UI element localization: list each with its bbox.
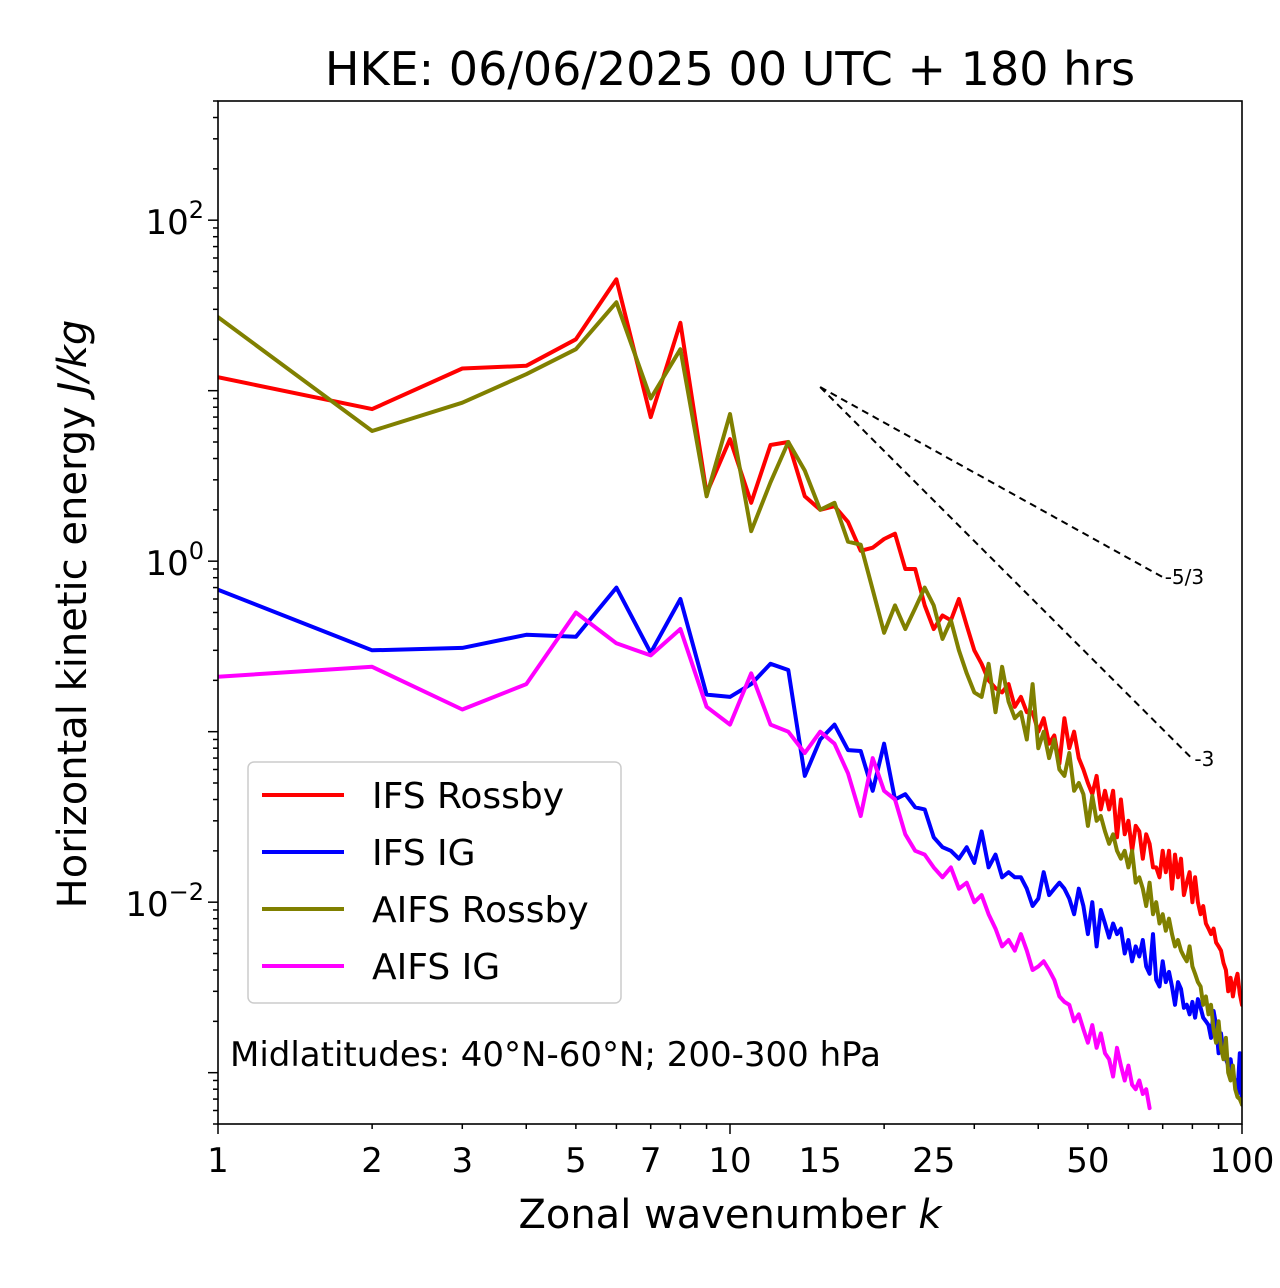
- x-axis-ticks: 1 2 3 5 7 10 15 25 50 100: [207, 1124, 1274, 1181]
- x-tick-label: 5: [565, 1141, 587, 1181]
- y-tick-label: 10−2: [125, 878, 204, 925]
- series-line-ifs-ig: [218, 585, 1242, 1107]
- reference-line-minus-5-3: [819, 386, 1164, 579]
- x-axis-label-symbol: k: [918, 1192, 943, 1238]
- legend-label: IFS IG: [372, 833, 476, 874]
- reference-line-label: -5/3: [1165, 565, 1204, 589]
- y-axis-label-unit: J/kg: [50, 320, 96, 401]
- x-tick-label: 100: [1210, 1141, 1275, 1181]
- legend-entries: IFS Rossby IFS IG AIFS Rossby AIFS IG: [262, 776, 589, 988]
- legend-box: [247, 761, 622, 1004]
- x-tick-label: 10: [708, 1141, 751, 1181]
- x-tick-label: 15: [799, 1141, 842, 1181]
- x-tick-label: 1: [207, 1141, 229, 1181]
- y-tick-label: 102: [145, 196, 204, 243]
- series-layer: [218, 277, 1242, 1111]
- x-tick-label: 50: [1066, 1141, 1109, 1181]
- reference-slope-lines: -5/3 -3: [819, 386, 1214, 771]
- x-tick-label: 2: [361, 1141, 383, 1181]
- y-axis-ticks: 10−2 100 102: [125, 100, 218, 1125]
- x-tick-label: 3: [451, 1141, 473, 1181]
- legend-label: AIFS Rossby: [372, 890, 589, 931]
- series-line-aifs-rossby: [218, 300, 1242, 1107]
- series-line-aifs-ig: [218, 610, 1152, 1111]
- chart-title: HKE: 06/06/2025 00 UTC + 180 hrs: [325, 42, 1135, 96]
- reference-line-minus-3: [819, 386, 1194, 760]
- y-axis-label: Horizontal kinetic energy J/kg: [50, 320, 96, 909]
- series-line-ifs-rossby: [218, 277, 1242, 1007]
- reference-line-label: -3: [1194, 747, 1214, 771]
- legend-label: AIFS IG: [372, 947, 500, 988]
- x-tick-label: 7: [640, 1141, 662, 1181]
- y-axis-label-text: Horizontal kinetic energy: [50, 406, 96, 908]
- region-annotation: Midlatitudes: 40°N-60°N; 200-300 hPa: [230, 1035, 881, 1075]
- y-tick-label: 100: [145, 537, 204, 584]
- legend: IFS Rossby IFS IG AIFS Rossby AIFS IG: [247, 761, 622, 1004]
- x-axis-label: Zonal wavenumber k: [518, 1192, 943, 1238]
- legend-label: IFS Rossby: [372, 776, 564, 817]
- x-axis-label-text: Zonal wavenumber: [518, 1192, 906, 1238]
- x-tick-label: 25: [912, 1141, 955, 1181]
